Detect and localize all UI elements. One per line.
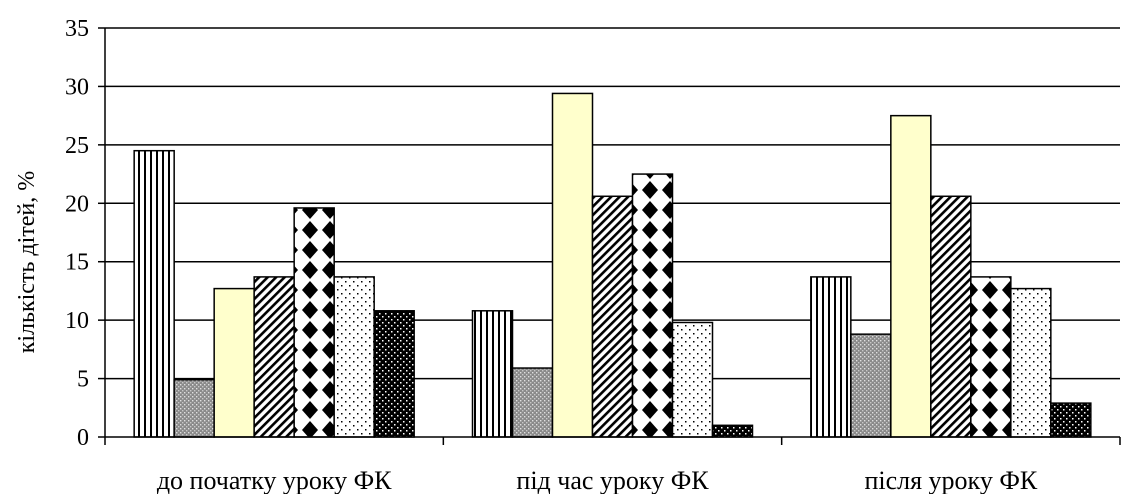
y-axis-title: кількість дітей, % — [14, 171, 40, 354]
bar — [850, 333, 892, 438]
axes — [98, 27, 1121, 445]
y-tick-label: 25 — [65, 133, 89, 159]
x-category-label: під час уроку ФК — [516, 466, 709, 494]
y-tick-label: 10 — [65, 308, 89, 334]
bar — [810, 276, 852, 438]
bar — [213, 287, 255, 438]
bar — [591, 195, 634, 438]
bar — [970, 276, 1012, 438]
y-tick-label: 0 — [77, 425, 89, 451]
bar — [333, 276, 375, 438]
x-category-label: після уроку ФК — [864, 466, 1037, 494]
bar — [1010, 287, 1052, 438]
bar — [173, 378, 215, 438]
bar — [293, 207, 335, 438]
bar — [711, 424, 754, 438]
bar — [373, 310, 415, 438]
bar — [671, 321, 714, 438]
bar — [631, 173, 674, 438]
bar — [551, 92, 594, 438]
bar — [471, 310, 514, 438]
bar — [511, 367, 554, 438]
bar — [1050, 402, 1092, 438]
y-tick-label: 15 — [65, 250, 89, 276]
y-tick-labels: 0 5 10 15 20 25 30 35 — [65, 16, 89, 451]
bars — [133, 92, 1092, 438]
y-tick-label: 35 — [65, 16, 89, 42]
y-tick-label: 5 — [77, 367, 89, 393]
y-tick-label: 30 — [65, 74, 89, 100]
bar — [890, 114, 932, 438]
y-tick-label: 20 — [65, 191, 89, 217]
x-category-labels: до початку уроку ФК під час уроку ФК після… — [157, 466, 1038, 494]
bar — [930, 195, 972, 438]
bar — [133, 149, 175, 438]
bar — [253, 276, 295, 438]
x-category-label: до початку уроку ФК — [157, 466, 392, 494]
